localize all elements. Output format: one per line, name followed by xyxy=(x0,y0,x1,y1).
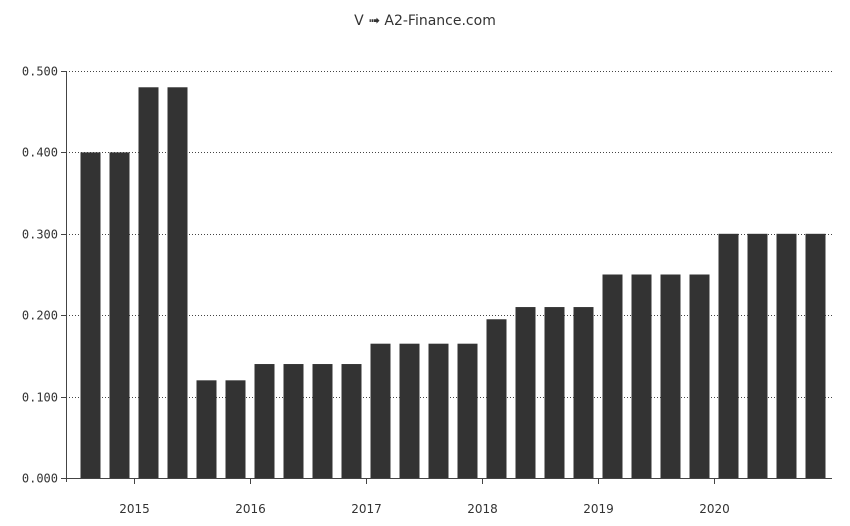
x-tick-label: 2020 xyxy=(699,502,730,516)
bar xyxy=(254,364,275,478)
bar xyxy=(515,307,536,478)
bar xyxy=(602,274,623,478)
bar xyxy=(312,364,333,478)
x-tick-label: 2018 xyxy=(467,502,498,516)
bar xyxy=(631,274,652,478)
y-tick-label: 0.500 xyxy=(22,65,58,79)
bar xyxy=(109,152,130,478)
y-tick-label: 0.000 xyxy=(22,472,58,486)
bar xyxy=(660,274,681,478)
bar xyxy=(283,364,304,478)
bar xyxy=(428,343,449,478)
bar xyxy=(776,233,797,478)
bar xyxy=(399,343,420,478)
bars xyxy=(80,87,826,478)
bar xyxy=(138,87,159,478)
bar xyxy=(573,307,594,478)
bar xyxy=(80,152,101,478)
x-tick-label: 2019 xyxy=(583,502,614,516)
y-tick-label: 0.400 xyxy=(22,146,58,160)
bar xyxy=(167,87,188,478)
bar xyxy=(805,233,826,478)
x-tick-labels: 2015 2016 2017 2018 2019 2020 xyxy=(119,502,730,516)
x-tick-label: 2017 xyxy=(351,502,382,516)
bar xyxy=(747,233,768,478)
y-tick-labels: 0.000 0.100 0.200 0.300 0.400 0.500 xyxy=(22,65,58,486)
bar xyxy=(457,343,478,478)
chart-title: V ➟ A2-Finance.com xyxy=(354,13,496,29)
bar xyxy=(718,233,739,478)
bar xyxy=(196,380,217,478)
bar xyxy=(689,274,710,478)
y-tick-label: 0.300 xyxy=(22,228,58,242)
x-tick-label: 2015 xyxy=(119,502,150,516)
x-tick-label: 2016 xyxy=(235,502,266,516)
y-tick-label: 0.100 xyxy=(22,391,58,405)
y-tick-label: 0.200 xyxy=(22,309,58,323)
bar xyxy=(341,364,362,478)
bar xyxy=(544,307,565,478)
bar xyxy=(225,380,246,478)
bar xyxy=(486,319,507,478)
axes xyxy=(61,71,832,484)
bar xyxy=(370,343,391,478)
